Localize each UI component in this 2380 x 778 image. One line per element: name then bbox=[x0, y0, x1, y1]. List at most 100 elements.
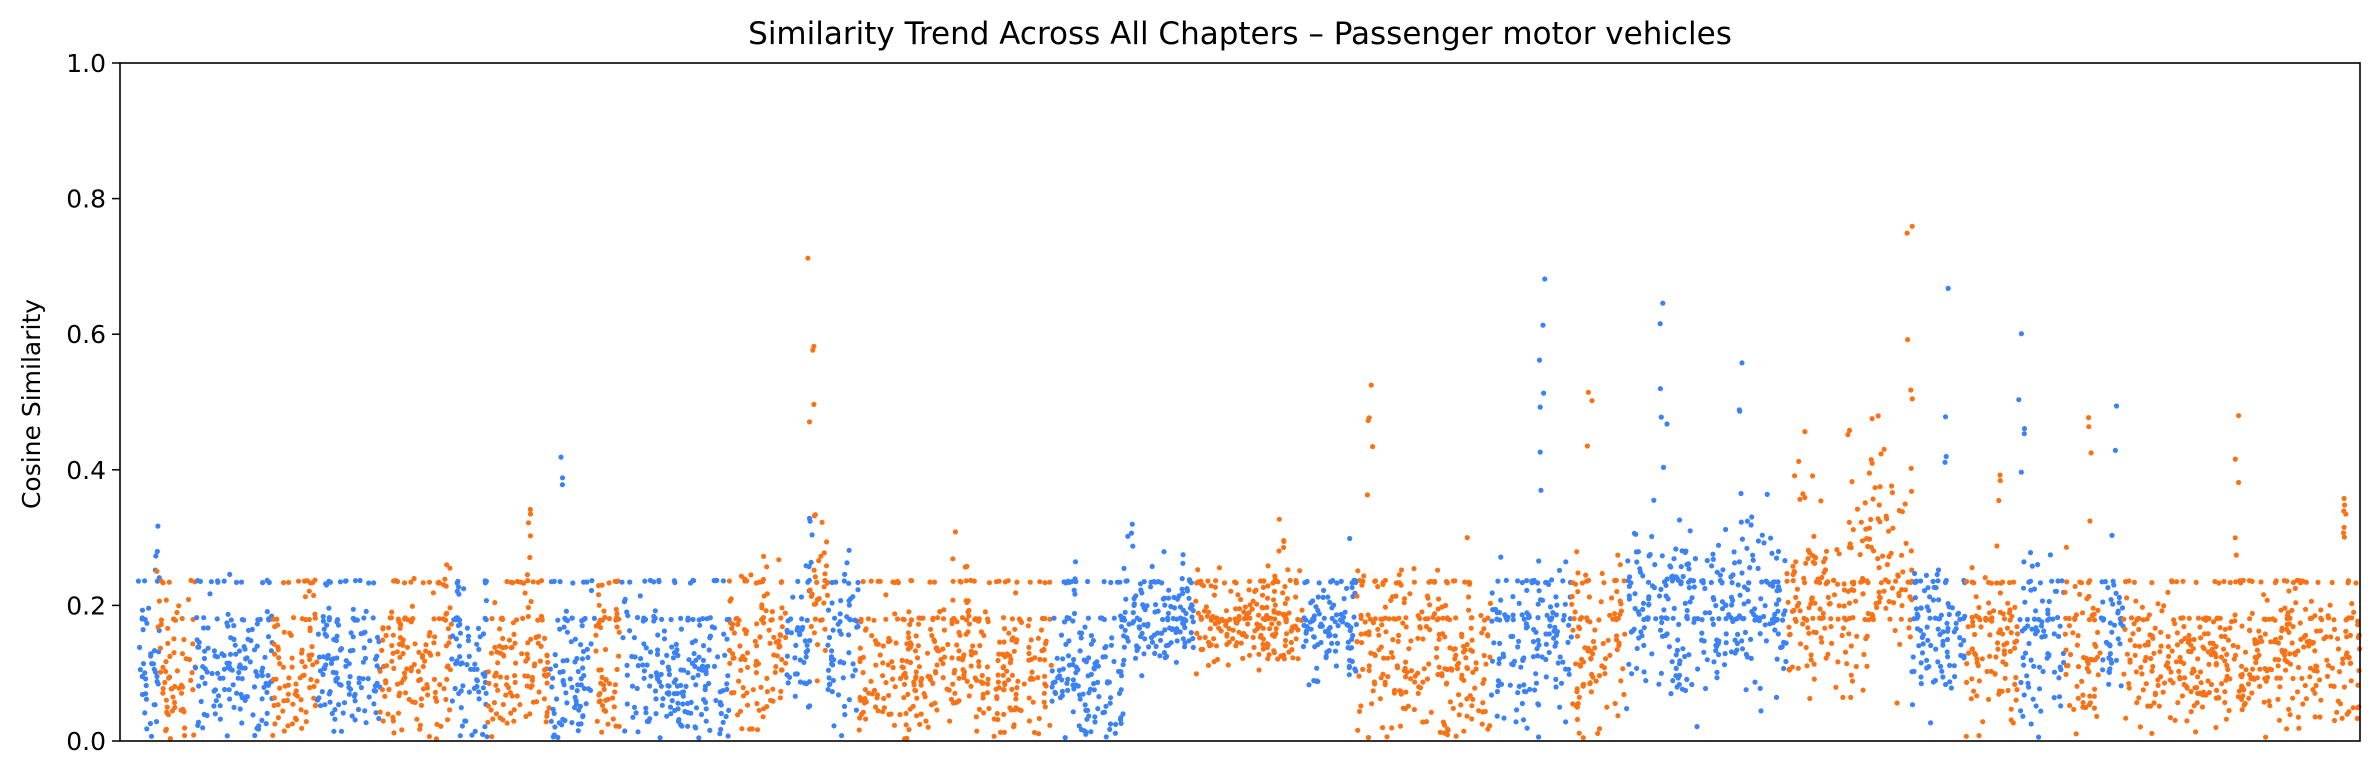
data-point bbox=[2183, 683, 2189, 689]
data-point bbox=[1439, 673, 1445, 679]
data-point bbox=[1553, 676, 1559, 683]
data-point bbox=[1828, 616, 1834, 622]
data-point bbox=[1783, 658, 1789, 665]
data-point bbox=[940, 616, 947, 622]
data-point bbox=[2290, 695, 2296, 701]
data-point bbox=[1213, 643, 1220, 649]
data-point bbox=[1946, 611, 1952, 618]
data-point bbox=[1318, 621, 1324, 627]
data-point bbox=[667, 704, 674, 710]
data-point bbox=[897, 675, 904, 682]
data-point bbox=[371, 580, 377, 586]
data-point bbox=[1038, 627, 1045, 633]
data-point bbox=[2355, 682, 2361, 688]
data-point bbox=[237, 706, 243, 712]
data-point bbox=[2035, 562, 2041, 568]
data-point bbox=[835, 621, 841, 627]
data-point bbox=[1299, 607, 1305, 613]
data-point bbox=[211, 648, 217, 654]
data-point bbox=[157, 645, 163, 651]
data-point bbox=[1894, 700, 1900, 706]
data-point bbox=[912, 687, 918, 693]
data-point bbox=[1677, 672, 1683, 678]
data-point bbox=[2157, 649, 2163, 655]
data-point bbox=[1338, 578, 1344, 585]
data-point bbox=[1049, 684, 1055, 690]
data-point bbox=[2106, 681, 2112, 687]
data-point bbox=[1804, 663, 1810, 669]
data-point bbox=[779, 656, 785, 663]
data-point bbox=[1165, 642, 1171, 648]
data-point bbox=[1301, 622, 1307, 629]
data-point bbox=[1473, 666, 1479, 672]
data-point bbox=[1267, 626, 1273, 632]
data-point bbox=[2143, 654, 2149, 661]
data-point bbox=[1323, 653, 1329, 660]
data-point bbox=[1345, 639, 1351, 645]
data-point bbox=[1146, 644, 1152, 650]
data-point bbox=[1714, 669, 1720, 675]
data-point bbox=[1107, 726, 1113, 733]
data-point bbox=[1749, 608, 1755, 615]
data-point bbox=[2136, 643, 2143, 649]
data-point bbox=[1994, 543, 2000, 549]
data-point bbox=[1562, 601, 1568, 607]
data-point bbox=[1940, 674, 1946, 680]
data-point bbox=[686, 657, 692, 663]
data-point bbox=[476, 689, 482, 695]
data-point bbox=[1574, 633, 1581, 639]
data-point bbox=[199, 674, 205, 681]
data-point bbox=[799, 616, 805, 622]
data-point bbox=[1909, 567, 1915, 573]
data-point bbox=[2346, 709, 2352, 715]
data-point bbox=[2165, 644, 2171, 650]
data-point bbox=[903, 710, 909, 717]
data-point bbox=[2150, 663, 2156, 670]
data-point bbox=[293, 688, 299, 694]
data-point bbox=[1088, 641, 1094, 647]
data-point bbox=[860, 709, 867, 715]
data-point bbox=[2140, 687, 2146, 693]
data-point bbox=[311, 683, 317, 690]
data-point bbox=[1300, 643, 1307, 650]
data-point bbox=[163, 659, 169, 665]
data-point bbox=[2014, 631, 2021, 637]
data-point bbox=[1027, 579, 1033, 585]
data-point bbox=[925, 724, 931, 730]
data-point bbox=[1013, 639, 1019, 645]
data-point bbox=[492, 600, 498, 606]
data-point bbox=[1943, 453, 1949, 460]
data-point bbox=[1716, 638, 1722, 644]
data-point bbox=[579, 623, 585, 629]
data-point bbox=[1449, 666, 1455, 672]
data-point bbox=[1282, 637, 1289, 644]
data-point bbox=[1118, 624, 1125, 630]
data-point bbox=[1624, 706, 1630, 712]
data-point bbox=[544, 713, 550, 719]
data-point bbox=[362, 708, 368, 714]
data-point bbox=[1673, 546, 1679, 552]
data-point bbox=[1741, 601, 1747, 607]
data-point bbox=[2307, 665, 2313, 671]
data-point bbox=[575, 721, 582, 727]
data-point bbox=[1159, 630, 1165, 636]
data-point bbox=[1822, 625, 1828, 631]
data-point bbox=[519, 651, 525, 657]
data-point bbox=[1241, 609, 1247, 615]
data-point bbox=[1126, 621, 1132, 627]
data-point bbox=[2262, 666, 2268, 672]
data-point bbox=[669, 698, 675, 704]
data-point bbox=[2223, 716, 2229, 722]
data-point bbox=[2160, 689, 2166, 695]
data-point bbox=[1281, 652, 1287, 658]
data-point bbox=[1964, 679, 1970, 686]
data-point bbox=[186, 656, 193, 663]
data-point bbox=[513, 660, 519, 666]
data-point bbox=[2047, 552, 2053, 558]
data-point bbox=[551, 578, 557, 585]
data-point bbox=[2138, 664, 2144, 671]
data-point bbox=[996, 685, 1002, 691]
data-point bbox=[443, 696, 449, 703]
data-point bbox=[1846, 631, 1852, 637]
data-point bbox=[572, 704, 578, 711]
